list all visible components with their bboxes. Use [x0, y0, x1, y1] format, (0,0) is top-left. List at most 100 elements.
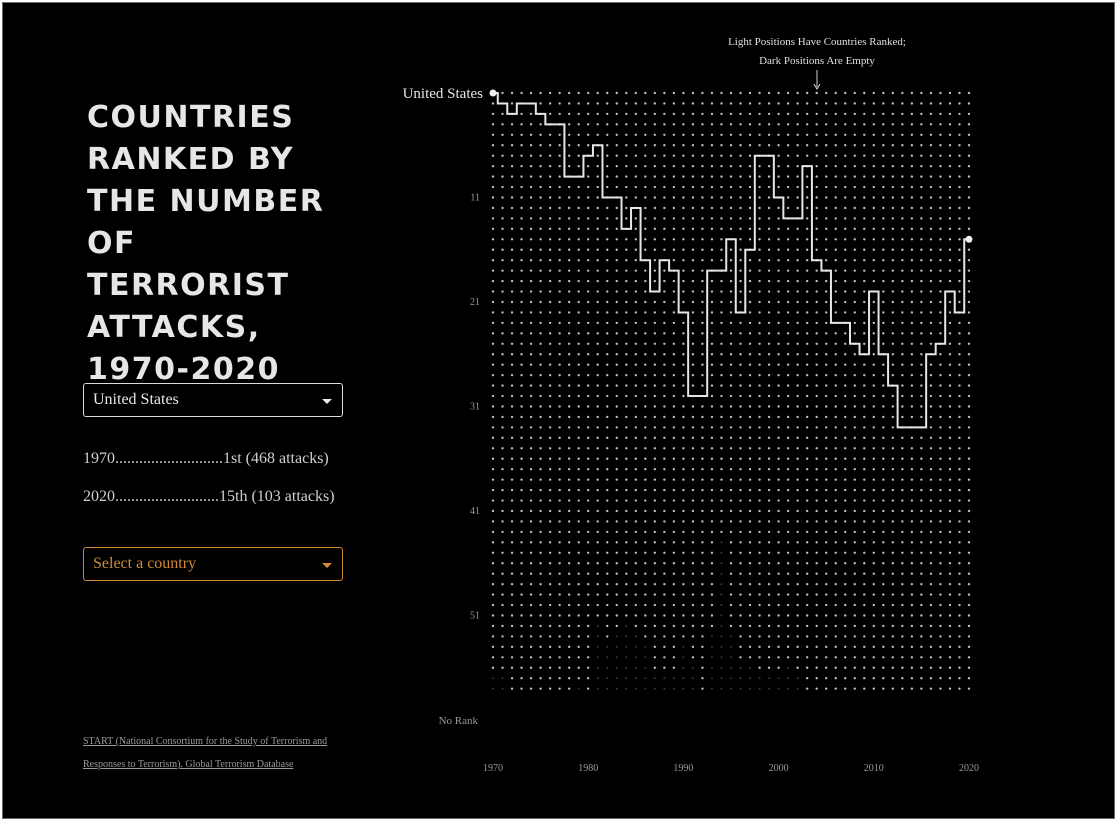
rank-position-dot — [606, 687, 609, 690]
rank-position-dot — [929, 290, 933, 293]
rank-position-dot — [710, 133, 714, 136]
rank-position-dot — [663, 332, 666, 335]
rank-position-dot — [767, 520, 771, 523]
rank-position-dot — [767, 635, 771, 638]
rank-position-dot — [920, 342, 923, 345]
rank-position-dot — [825, 373, 828, 377]
rank-position-dot — [796, 394, 799, 398]
rank-position-dot — [653, 248, 657, 251]
rank-position-dot — [672, 311, 676, 314]
compare-country-select[interactable]: Select a country — [83, 547, 343, 581]
rank-position-dot — [796, 478, 799, 481]
rank-position-dot — [796, 144, 799, 147]
rank-position-dot — [615, 415, 618, 419]
rank-position-dot — [967, 300, 971, 304]
rank-position-dot — [786, 332, 790, 335]
rank-position-dot — [739, 321, 742, 325]
rank-position-dot — [596, 332, 599, 335]
rank-position-dot — [520, 342, 523, 345]
rank-position-dot — [644, 624, 647, 628]
country-select[interactable]: United States — [83, 383, 343, 417]
rank-position-dot — [844, 656, 847, 659]
rank-position-dot — [805, 530, 809, 534]
rank-position-dot — [615, 541, 618, 544]
rank-position-dot — [682, 551, 685, 554]
rank-position-dot — [510, 238, 514, 241]
rank-position-dot — [720, 624, 723, 627]
rank-position-dot — [901, 530, 904, 534]
rank-position-dot — [653, 520, 657, 523]
rank-position-dot — [548, 196, 552, 199]
rank-position-dot — [920, 196, 923, 199]
rank-position-dot — [844, 624, 847, 628]
rank-position-dot — [786, 363, 790, 366]
rank-position-dot — [825, 321, 828, 325]
rank-position-dot — [758, 656, 761, 659]
rank-position-dot — [777, 332, 780, 335]
rank-position-dot — [539, 582, 542, 586]
rank-position-dot — [501, 582, 504, 586]
x-tick-label: 2020 — [959, 763, 979, 774]
rank-position-dot — [672, 478, 676, 481]
rank-position-dot — [844, 645, 847, 649]
rank-position-dot — [729, 353, 733, 356]
rank-position-dot — [634, 572, 637, 575]
rank-position-dot — [577, 112, 580, 116]
rank-position-dot — [615, 520, 618, 523]
rank-position-dot — [815, 217, 818, 220]
rank-position-dot — [520, 279, 523, 283]
rank-position-dot — [967, 311, 971, 314]
rank-position-dot — [510, 154, 514, 157]
rank-position-dot — [510, 91, 514, 95]
rank-position-dot — [939, 300, 942, 304]
rank-position-dot — [720, 238, 723, 241]
annotation-line1: Light Positions Have Countries Ranked; — [728, 36, 906, 48]
rank-position-dot — [863, 102, 866, 105]
rank-position-dot — [948, 572, 952, 575]
source-link-line2[interactable]: Responses to Terrorism). Global Terroris… — [83, 759, 294, 770]
rank-position-dot — [768, 677, 771, 680]
rank-position-dot — [863, 457, 866, 460]
rank-position-dot — [739, 677, 742, 680]
rank-position-dot — [825, 123, 828, 126]
rank-position-dot — [948, 415, 952, 419]
rank-position-dot — [663, 520, 666, 523]
rank-position-dot — [587, 123, 590, 126]
rank-position-dot — [644, 185, 647, 189]
rank-position-dot — [548, 509, 552, 513]
rank-position-dot — [863, 509, 866, 513]
rank-position-dot — [539, 154, 542, 157]
rank-position-dot — [882, 582, 885, 586]
rank-position-dot — [958, 645, 961, 649]
rank-position-dot — [910, 248, 914, 251]
rank-position-dot — [729, 154, 733, 157]
rank-position-dot — [682, 394, 685, 398]
rank-position-dot — [929, 112, 933, 116]
rank-position-dot — [758, 342, 761, 345]
rank-position-dot — [596, 185, 599, 189]
rank-position-dot — [748, 133, 752, 136]
rank-position-dot — [910, 144, 914, 147]
rank-position-dot — [520, 551, 523, 554]
rank-position-dot — [710, 499, 714, 502]
rank-position-dot — [967, 582, 971, 586]
rank-position-dot — [825, 426, 828, 429]
rank-position-dot — [682, 415, 685, 419]
rank-position-dot — [939, 123, 942, 126]
rank-position-dot — [901, 624, 904, 628]
rank-position-dot — [844, 133, 847, 136]
rank-position-dot — [625, 447, 628, 450]
rank-position-dot — [815, 541, 818, 544]
rank-position-dot — [834, 687, 837, 690]
rank-position-dot — [882, 645, 885, 649]
source-link-line1[interactable]: START (National Consortium for the Study… — [83, 736, 328, 747]
rank-position-dot — [615, 279, 618, 283]
rank-position-dot — [929, 562, 933, 565]
rank-position-dot — [653, 478, 657, 481]
rank-position-dot — [739, 436, 742, 440]
rank-position-dot — [863, 373, 866, 377]
rank-position-dot — [825, 206, 828, 210]
rank-position-dot — [663, 551, 666, 554]
rank-position-dot — [967, 154, 971, 157]
rank-position-dot — [901, 227, 904, 231]
